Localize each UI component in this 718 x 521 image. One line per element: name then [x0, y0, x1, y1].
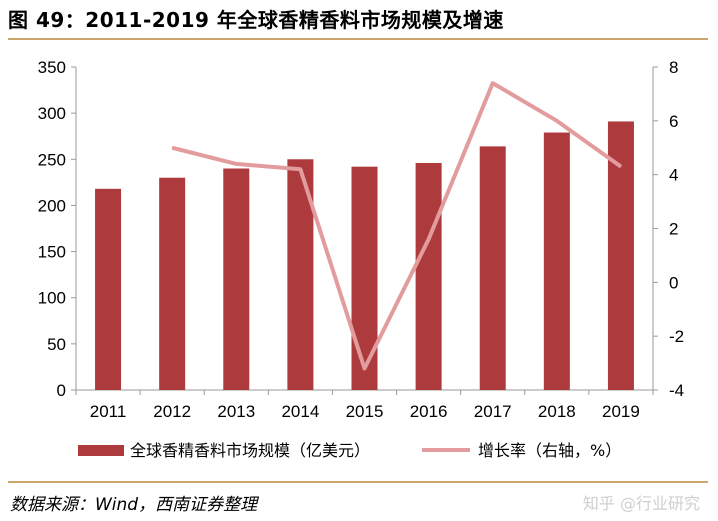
x-axis-tick-label: 2013	[217, 402, 255, 421]
left-axis-tick-label: 200	[38, 196, 66, 215]
legend-line-label: 增长率（右轴，%）	[478, 441, 621, 460]
left-axis-tick-label: 350	[38, 58, 66, 77]
right-axis-tick-label: -4	[669, 381, 684, 400]
x-axis-tick-label: 2016	[410, 402, 448, 421]
bottom-divider	[8, 481, 708, 483]
right-axis-tick-label: 6	[669, 112, 678, 131]
right-axis-tick-label: 0	[669, 273, 678, 292]
growth-rate-line	[171, 81, 623, 371]
growth-point-2015	[364, 367, 365, 369]
growth-point-2012	[171, 147, 173, 149]
left-axis-tick-label: 250	[38, 150, 66, 169]
left-axis-tick-label: 150	[38, 243, 66, 262]
left-axis-tick-label: 300	[38, 104, 66, 123]
right-axis-tick-label: 2	[669, 220, 678, 239]
bar-2018	[543, 132, 570, 390]
right-axis-tick-label: -2	[669, 327, 684, 346]
watermark: 知乎 @行业研究	[582, 494, 700, 513]
x-axis-tick-label: 2019	[602, 402, 640, 421]
left-axis-tick-label: 0	[57, 381, 66, 400]
bar-2015	[351, 166, 378, 390]
growth-point-2016	[428, 238, 430, 240]
growth-point-2013	[235, 163, 237, 165]
bar-2017	[479, 146, 506, 390]
x-axis-tick-label: 2014	[281, 402, 319, 421]
top-divider	[8, 38, 708, 40]
x-axis-tick-label: 2015	[346, 402, 384, 421]
left-axis-tick-label: 100	[38, 289, 66, 308]
growth-point-2019	[620, 166, 622, 168]
bar-2016	[415, 162, 442, 390]
x-axis-tick-label: 2012	[153, 402, 191, 421]
chart-title: 图 49：2011-2019 年全球香精香料市场规模及增速	[8, 8, 504, 32]
legend-bar-label: 全球香精香料市场规模（亿美元）	[130, 441, 370, 460]
left-axis-tick-label: 50	[47, 335, 66, 354]
right-axis-tick-label: 4	[669, 166, 678, 185]
bar-2013	[223, 168, 250, 390]
growth-point-2014	[299, 168, 301, 170]
right-axis-tick-label: 8	[669, 58, 678, 77]
chart: 2011 2012 2013 2014 2015 2016 2017 2018 2019 0 50…	[38, 58, 685, 460]
legend-bar-swatch	[78, 445, 124, 456]
x-axis-tick-label: 2018	[538, 402, 576, 421]
x-axis-tick-label: 2017	[474, 402, 512, 421]
source-note: 数据来源：Wind，西南证券整理	[10, 495, 258, 515]
growth-point-2018	[556, 120, 558, 122]
x-axis-tick-label: 2011	[90, 402, 127, 421]
growth-point-2017	[492, 82, 494, 84]
bar-2012	[159, 177, 186, 390]
bar-2011	[95, 188, 122, 390]
